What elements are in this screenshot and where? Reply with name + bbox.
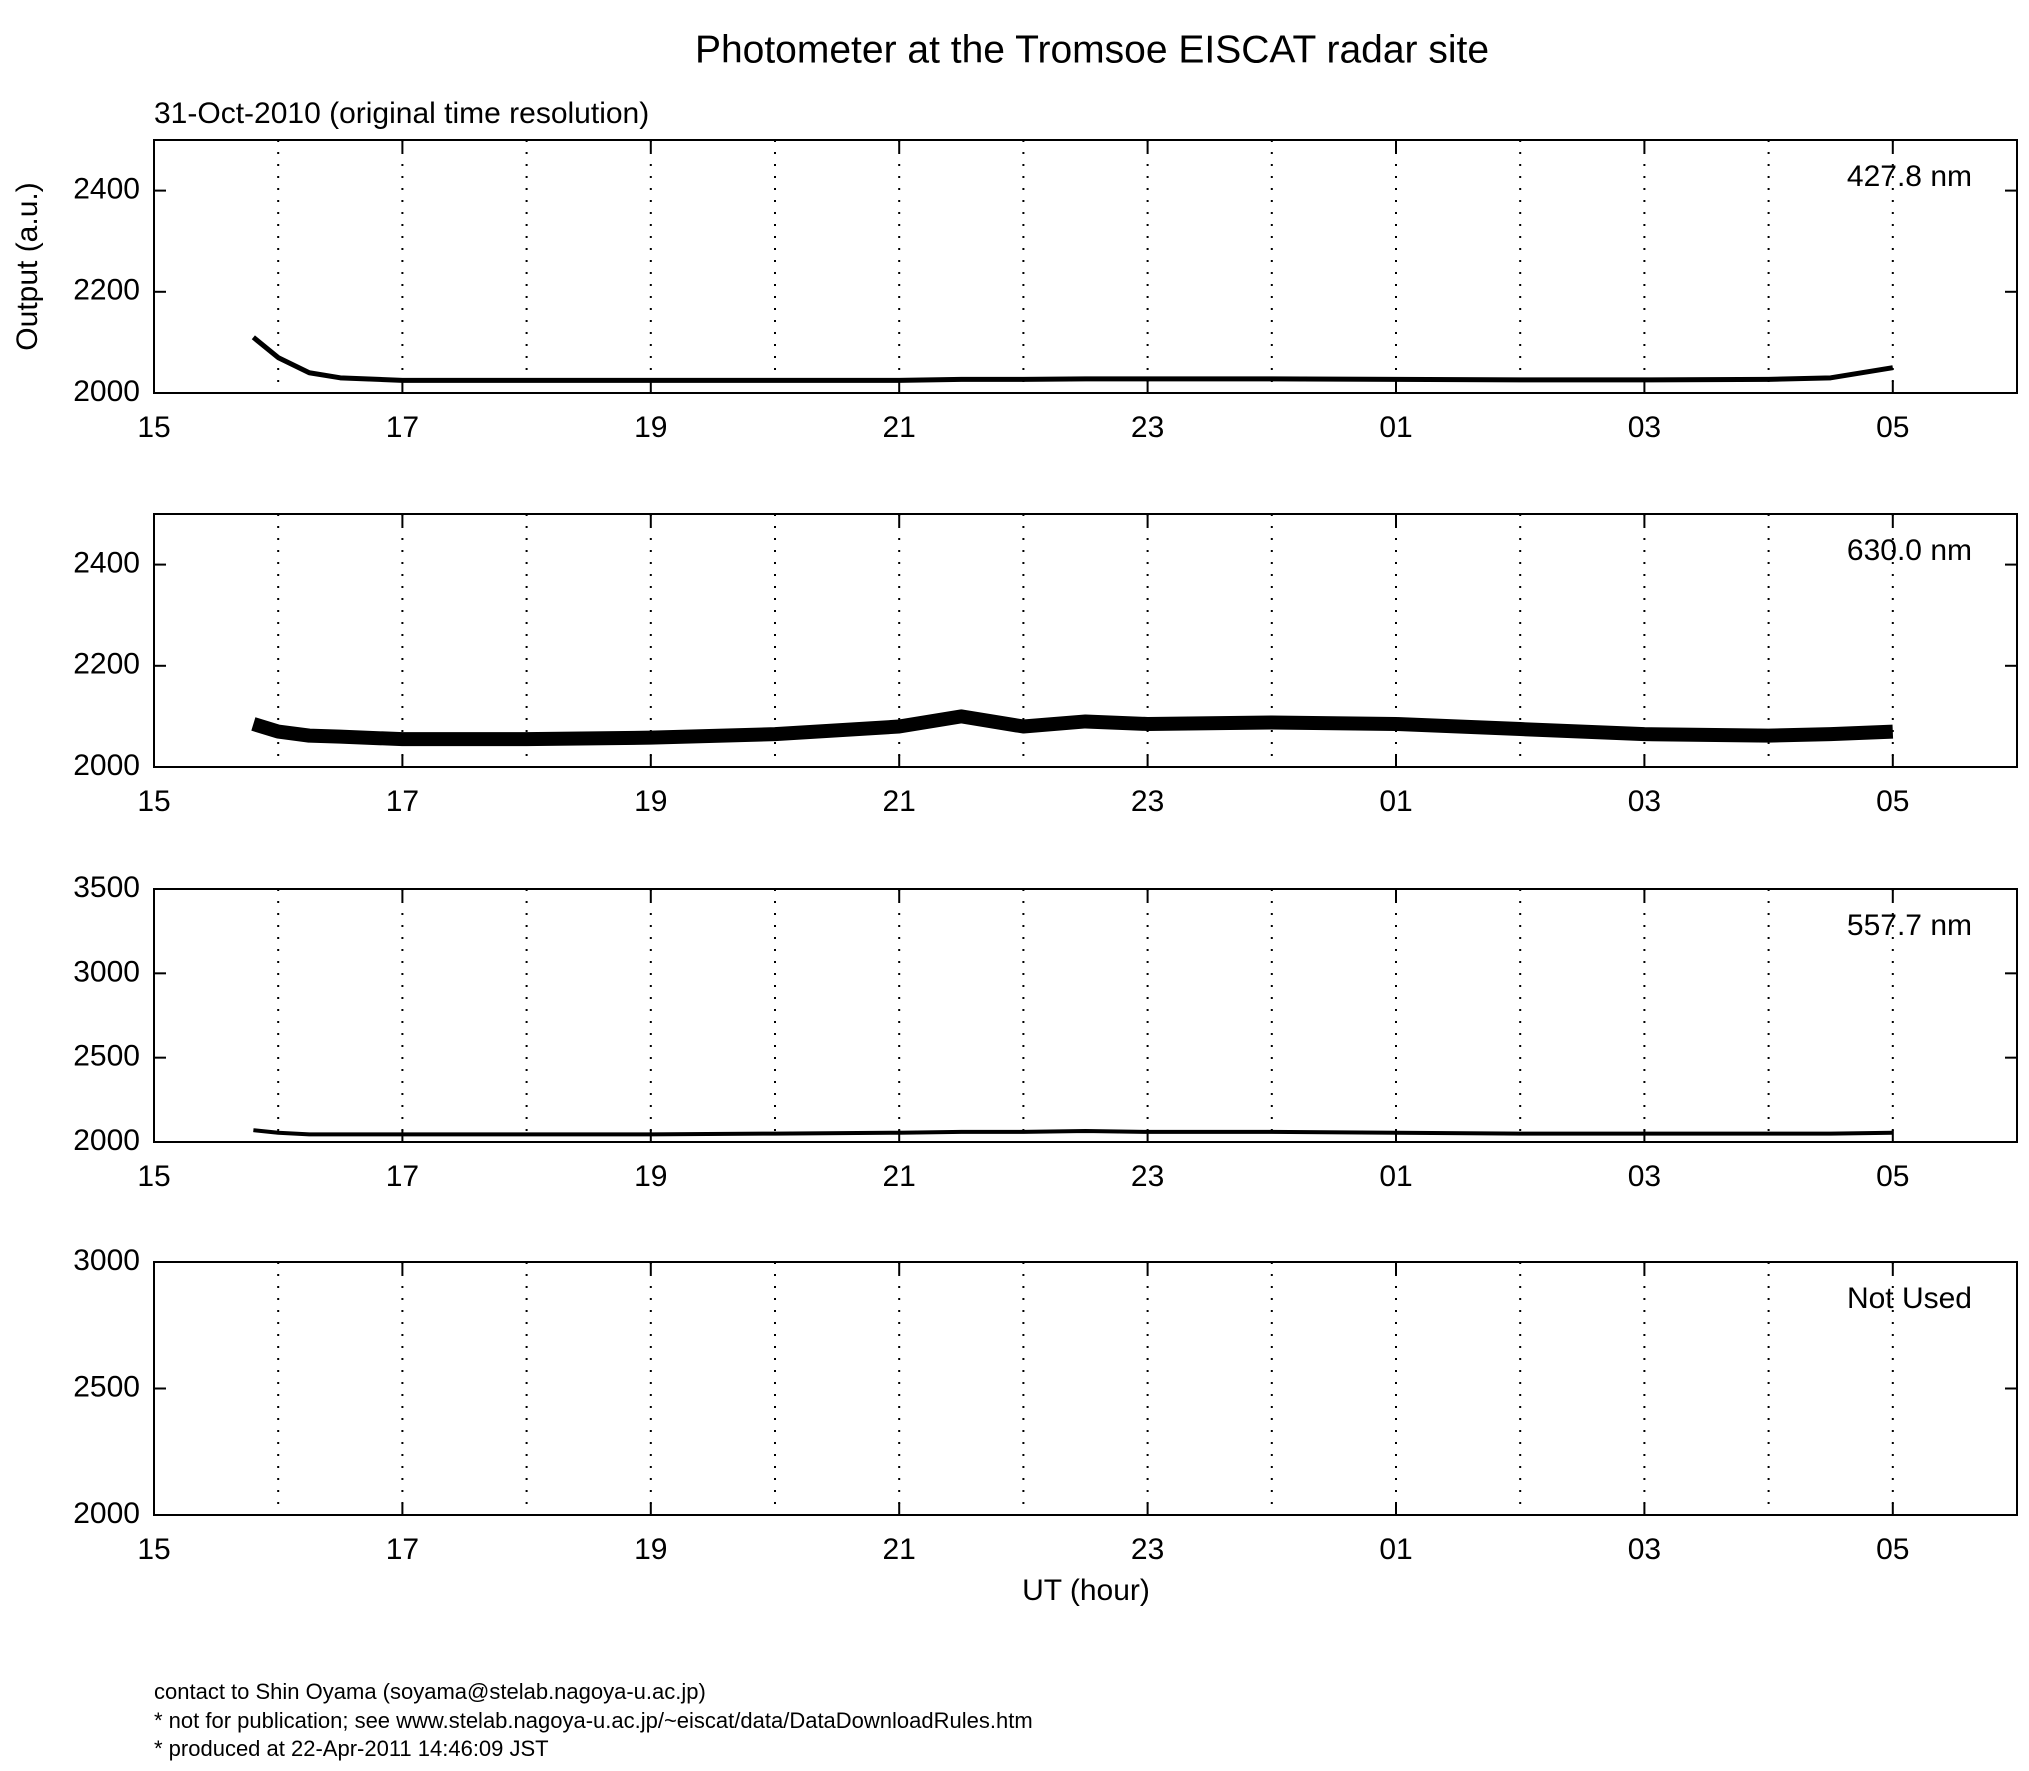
x-tick-label: 21 — [883, 1533, 916, 1566]
panel-annotation: Not Used — [1847, 1282, 1972, 1315]
x-tick-label: 17 — [386, 785, 419, 818]
y-tick-label: 3000 — [73, 1244, 140, 1277]
subtitle: 31-Oct-2010 (original time resolution) — [154, 97, 649, 130]
y-tick-label: 2000 — [73, 375, 140, 408]
x-tick-label: 19 — [634, 411, 667, 444]
x-tick-label: 17 — [386, 411, 419, 444]
x-tick-label: 23 — [1131, 1160, 1164, 1193]
data-line — [251, 335, 1894, 383]
x-tick-label: 23 — [1131, 1533, 1164, 1566]
x-tick-label: 05 — [1876, 1160, 1909, 1193]
x-tick-label: 03 — [1628, 1160, 1661, 1193]
footer-line: * produced at 22-Apr-2011 14:46:09 JST — [154, 1736, 549, 1761]
x-tick-label: 01 — [1379, 1160, 1412, 1193]
panel-annotation: 427.8 nm — [1847, 160, 1972, 193]
x-tick-label: 03 — [1628, 1533, 1661, 1566]
x-tick-label: 21 — [883, 411, 916, 444]
y-axis-label: Output (a.u.) — [11, 182, 44, 350]
x-tick-label: 23 — [1131, 411, 1164, 444]
y-tick-label: 2400 — [73, 173, 140, 206]
data-line — [251, 709, 1894, 747]
x-tick-label: 19 — [634, 1533, 667, 1566]
y-tick-label: 3000 — [73, 955, 140, 988]
x-axis-label: UT (hour) — [1022, 1574, 1150, 1607]
x-tick-label: 05 — [1876, 411, 1909, 444]
x-tick-label: 03 — [1628, 411, 1661, 444]
figure-title: Photometer at the Tromsoe EISCAT radar s… — [695, 28, 1489, 71]
x-tick-label: 01 — [1379, 411, 1412, 444]
x-tick-label: 17 — [386, 1533, 419, 1566]
x-tick-label: 21 — [883, 785, 916, 818]
x-tick-label: 15 — [137, 1160, 170, 1193]
y-tick-label: 2500 — [73, 1040, 140, 1073]
x-tick-label: 15 — [137, 411, 170, 444]
x-tick-label: 05 — [1876, 785, 1909, 818]
axes-frame — [153, 513, 2018, 768]
y-tick-label: 2000 — [73, 749, 140, 782]
x-tick-label: 21 — [883, 1160, 916, 1193]
axes-frame — [153, 139, 2018, 394]
x-tick-label: 19 — [634, 1160, 667, 1193]
x-tick-label: 19 — [634, 785, 667, 818]
axes-frame — [153, 888, 2018, 1143]
y-tick-label: 2200 — [73, 648, 140, 681]
y-tick-label: 2200 — [73, 274, 140, 307]
panel-annotation: 557.7 nm — [1847, 909, 1972, 942]
y-tick-label: 2000 — [73, 1497, 140, 1530]
panel-annotation: 630.0 nm — [1847, 534, 1972, 567]
y-tick-label: 3500 — [73, 871, 140, 904]
y-tick-label: 2400 — [73, 547, 140, 580]
y-tick-label: 2500 — [73, 1370, 140, 1403]
footer-line: contact to Shin Oyama (soyama@stelab.nag… — [154, 1679, 706, 1704]
y-tick-label: 2000 — [73, 1124, 140, 1157]
x-tick-label: 15 — [137, 785, 170, 818]
x-tick-label: 01 — [1379, 1533, 1412, 1566]
footer-line: * not for publication; see www.stelab.na… — [154, 1708, 1033, 1733]
data-line — [253, 1128, 1893, 1137]
x-tick-label: 15 — [137, 1533, 170, 1566]
x-tick-label: 23 — [1131, 785, 1164, 818]
x-tick-label: 01 — [1379, 785, 1412, 818]
x-tick-label: 17 — [386, 1160, 419, 1193]
x-tick-label: 05 — [1876, 1533, 1909, 1566]
x-tick-label: 03 — [1628, 785, 1661, 818]
